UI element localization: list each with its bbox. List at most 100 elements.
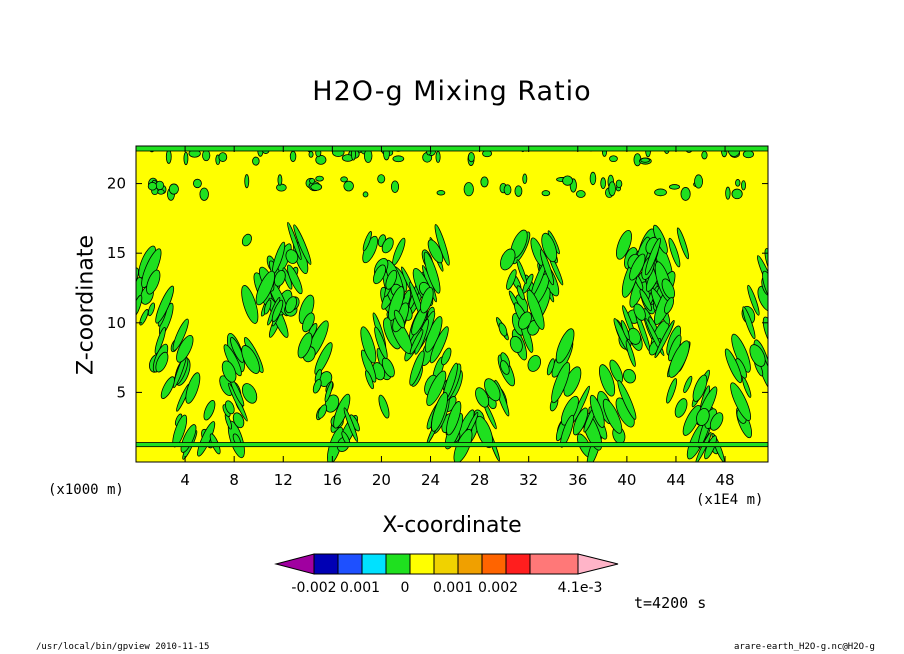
field-streak [147,302,156,317]
chart-title: H2O-g Mixing Ratio [312,76,592,107]
colorbar-label: 0.001 [340,580,380,596]
field-streak [273,269,286,287]
field-blob [435,150,441,163]
field-blob [654,188,667,197]
field-streak [793,249,809,273]
field-blob [589,171,597,186]
field-streak [255,270,276,306]
field-blob [252,156,260,166]
field-blob [390,180,400,193]
field-streak [790,235,807,260]
field-streak [500,248,516,271]
field-blob [436,190,446,196]
colorbar-extend-high [577,553,619,575]
plot-frame [135,145,769,463]
y-axis: 5 10 15 20 [107,175,768,401]
field-streak [790,241,805,264]
colorbar-cell [385,553,411,575]
field-streak [285,296,298,314]
field-blob [541,190,551,197]
field-blob [310,183,323,191]
field-streak [731,333,751,373]
field-blob [731,188,743,200]
field-streak [172,318,189,351]
field-blob [575,190,586,198]
field-streak [560,395,579,426]
y-tick-label: 20 [107,175,126,193]
field-streak [378,394,390,419]
field-streak [385,269,398,290]
x-tick-label: 28 [470,471,489,489]
field-streak [516,259,527,284]
field-streak [197,421,216,457]
field-blob [735,179,741,187]
field-streak [509,335,523,353]
field-blob [615,179,623,189]
field-streak [373,264,387,285]
field-streak [429,326,449,364]
field-streak [343,407,359,443]
field-streak [241,345,260,374]
field-streak [498,322,508,337]
field-streak [427,239,444,264]
x-tick-label: 24 [421,471,440,489]
field-streak [362,231,372,252]
field-streak [146,269,161,295]
field-streak [176,334,194,363]
field-streak [241,383,258,404]
field-streak [786,252,814,293]
field-streak [560,414,575,448]
field-streak [297,332,313,359]
field-blob [183,151,189,166]
field-blob [503,184,512,196]
field-streak [155,351,169,373]
field-streak [540,249,555,286]
field-blob [157,189,165,195]
field-streak [232,412,245,429]
field-streak [527,355,542,372]
field-streak [589,394,605,429]
field-blob [701,150,708,160]
colorbar-cell [409,553,435,575]
field-streak [654,319,675,359]
field-streak [749,344,766,367]
field-blob [202,149,211,162]
y-tick-label: 5 [116,383,126,401]
field-blob [289,150,297,162]
colorbar-cell [361,553,387,575]
colorbar-cell [337,553,363,575]
field-streak [263,299,272,315]
field-streak [286,264,303,295]
colorbar-cell [529,553,579,575]
field-streak [625,340,636,367]
field-streak [602,398,623,434]
field-streak [374,326,388,360]
field-streak [774,271,793,306]
field-streak [598,364,616,397]
time-label: t=4200 s [634,594,707,612]
field-streak [420,287,434,314]
x-tick-label: 16 [323,471,342,489]
field-blob [218,152,228,162]
field-blob [192,178,202,189]
field-streak [136,294,143,319]
field-blob [742,150,754,159]
x-axis: 4 8 12 16 20 24 28 32 36 40 44 48 [180,146,735,489]
field-streak [696,408,710,426]
field-streak [768,231,781,259]
field-blob [600,177,606,190]
field-blob [694,174,703,189]
field-streak [426,370,447,407]
field-streak [762,316,768,351]
field-blob [309,178,316,184]
colorbar: -0.002 0.001 0 0.001 0.002 4.1e-3 [274,553,619,596]
field-streak [526,289,545,330]
field-streak [676,227,690,260]
field-streak [541,232,558,263]
field-streak [434,224,450,266]
x-axis-label: X-coordinate [382,513,522,538]
footer-right-text: arare-earth_H2O-g.nc@H2O-g [734,642,875,652]
field-streak [742,306,756,340]
field-streak [423,251,441,294]
field-blob [514,185,523,197]
